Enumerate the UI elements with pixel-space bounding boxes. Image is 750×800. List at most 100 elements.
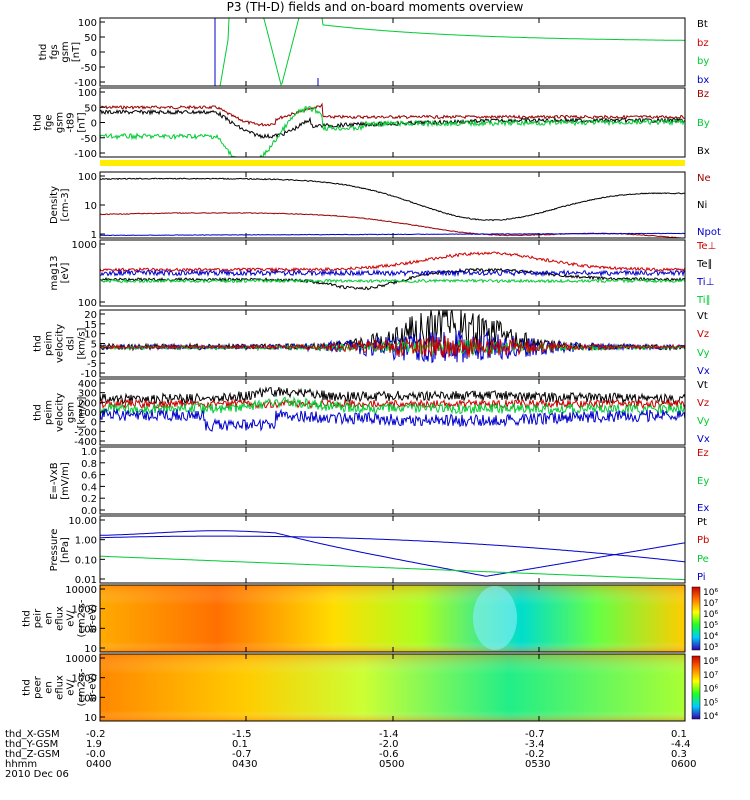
y-tick-label: 1 <box>91 230 97 241</box>
xaxis-value-3-0: -0.7 <box>525 729 545 740</box>
legend-6-1: Vz <box>697 398 710 409</box>
series-Te-par <box>99 267 686 291</box>
legend-8-0: Pt <box>697 517 707 528</box>
panel-3-ylabel: Density [cm-3] <box>49 185 71 225</box>
ion-spectrogram-minimum <box>473 586 517 650</box>
xaxis-value-3-3: 0530 <box>525 759 551 770</box>
legend-7-2: Ex <box>697 503 710 514</box>
y-tick-label: 0 <box>91 349 97 360</box>
legend-3-2: Npot <box>697 227 721 238</box>
xaxis-value-2-0: -1.4 <box>379 729 399 740</box>
colorbar-tick-label: 10⁶ <box>703 610 718 620</box>
series-Pi <box>100 535 686 563</box>
series-Pe <box>100 555 685 581</box>
xaxis-value-4-3: 0600 <box>671 759 697 770</box>
y-tick-label: 100 <box>78 298 97 309</box>
y-tick-label: -50 <box>81 63 97 74</box>
legend-8-1: Pb <box>697 535 710 547</box>
legend-4-0: Te⊥ <box>697 241 717 252</box>
series-Te-perp <box>99 251 686 273</box>
xaxis-row-label-3: hhmm <box>5 759 38 770</box>
series-Bz <box>99 102 685 127</box>
xaxis-value-1-1: 0.1 <box>232 739 248 750</box>
y-tick-label: -5 <box>87 359 97 370</box>
series-by <box>100 17 685 87</box>
xaxis-value-1-0: -1.5 <box>232 729 252 740</box>
colorbar-tick-label: 10⁴ <box>703 632 718 642</box>
y-tick-label: 50 <box>84 103 97 114</box>
colorbar-tick-label: 10⁵ <box>703 698 718 708</box>
legend-4-1: Te∥ <box>697 259 713 270</box>
y-tick-label: 300 <box>78 389 97 400</box>
panel-frame-1 <box>99 17 686 87</box>
y-tick-label: 10 <box>84 330 97 341</box>
xaxis-value-2-3: 0500 <box>379 759 405 770</box>
xaxis-value-2-1: -2.0 <box>379 739 399 750</box>
xaxis-value-3-2: -0.2 <box>525 749 545 760</box>
legend-7-1: Ey <box>697 475 710 487</box>
xaxis-value-2-2: -0.6 <box>379 749 399 760</box>
colorbar-tick-label: 10⁶ <box>703 588 718 598</box>
y-tick-label: 0 <box>91 119 97 130</box>
legend-6-2: Vy <box>697 416 710 427</box>
colorbar-tick-label: 10³ <box>703 643 718 653</box>
page-title: P3 (TH-D) fields and on-board moments ov… <box>226 0 524 14</box>
xaxis-value-1-2: -0.7 <box>232 749 252 760</box>
y-tick-label: 100 <box>78 18 97 29</box>
colorbar-tick-label: 10⁷ <box>703 599 718 609</box>
data-quality-bar <box>100 160 685 166</box>
y-tick-label: 50 <box>84 33 97 44</box>
y-tick-label: 5 <box>91 340 97 351</box>
xaxis-value-0-3: 0400 <box>86 759 112 770</box>
legend-8-2: Pe <box>697 553 709 565</box>
legend-1-0: Bt <box>697 19 708 30</box>
y-tick-label: 1000 <box>72 674 97 685</box>
electron-spectrogram-shade <box>100 654 685 721</box>
legend-4-3: Ti∥ <box>697 295 711 306</box>
series-Vt-gsm <box>99 386 686 405</box>
y-tick-label: 100 <box>78 88 97 99</box>
panel-4-ylabel: mag13 [eV] <box>49 255 71 291</box>
legend-5-2: Vy <box>697 347 710 359</box>
panel-5-ylabel: thd peim velocity dsl [km/s] <box>32 323 88 364</box>
y-tick-label: 1.00 <box>75 536 97 547</box>
panel-1-ylabel: thd fgs gsm [nT] <box>38 41 82 63</box>
xaxis-row-label-4: 2010 Dec 06 <box>5 769 69 780</box>
xaxis-row-label-0: thd_X-GSM <box>5 729 60 740</box>
legend-5-0: Vt <box>697 311 708 322</box>
y-tick-label: 0.10 <box>75 555 97 566</box>
panel-10-ylabel: thd peer en eflux eV/ (cm2-s- sr-eV) <box>21 668 99 707</box>
y-tick-label: -100 <box>74 78 97 89</box>
legend-6-3: Vx <box>697 434 710 445</box>
legend-4-2: Ti⊥ <box>697 277 715 288</box>
ion-colorbar <box>691 586 701 651</box>
y-tick-label: 0.01 <box>75 575 97 586</box>
electron-colorbar <box>691 655 701 720</box>
y-tick-label: 100 <box>78 172 97 183</box>
xaxis-row-label-2: thd_Z-GSM <box>5 749 60 760</box>
y-tick-label: 10.00 <box>68 516 97 527</box>
y-tick-label: 1000 <box>72 605 97 616</box>
series-Ni <box>99 177 685 222</box>
panel-frame-7 <box>99 446 686 515</box>
legend-1-1: bz <box>697 37 709 49</box>
panel-2-ylabel: thd fge gsm -t89 [nT] <box>32 111 88 134</box>
y-tick-label: 100 <box>78 408 97 419</box>
y-tick-label: 200 <box>78 398 97 409</box>
y-tick-label: 10 <box>84 201 97 212</box>
panel-6-ylabel: thd peim velocity gsm [km/s] <box>32 392 88 432</box>
y-tick-label: 0.0 <box>81 506 97 517</box>
series-Vx-gsm <box>99 408 686 432</box>
y-tick-label: -50 <box>81 134 97 145</box>
panel-frame-8 <box>99 515 686 584</box>
xaxis-value-0-2: -0.0 <box>86 749 106 760</box>
y-tick-label: 10 <box>84 713 97 724</box>
legend-5-3: Vx <box>697 366 710 377</box>
series-By <box>99 105 686 158</box>
panel-7-ylabel: E=-VxB [mV/m] <box>49 461 71 500</box>
ion-spectrogram-shade <box>100 585 685 652</box>
y-tick-label: 1.0 <box>81 447 97 458</box>
y-tick-label: 20 <box>84 310 97 321</box>
legend-8-3: Pi <box>697 572 706 583</box>
